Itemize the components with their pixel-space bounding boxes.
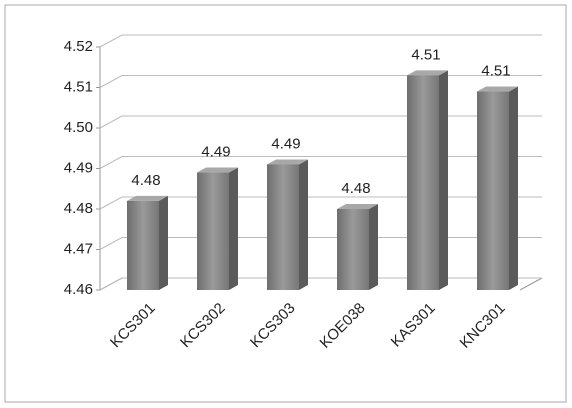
bar-top <box>267 159 308 165</box>
bar-top <box>127 195 168 201</box>
data-label: 4.48 <box>341 180 370 197</box>
grid-line <box>99 156 542 169</box>
bar-side <box>229 167 238 290</box>
y-tick-label: 4.51 <box>64 78 93 95</box>
bar <box>477 91 509 290</box>
bar-top <box>407 70 448 76</box>
y-tick-label: 4.50 <box>64 119 93 136</box>
bar <box>197 172 229 290</box>
data-label: 4.51 <box>481 63 510 80</box>
y-tick-label: 4.49 <box>64 159 93 176</box>
y-tick-label: 4.47 <box>64 240 93 257</box>
bar <box>337 209 369 290</box>
bar-side <box>299 159 308 290</box>
y-tick-label: 4.46 <box>64 281 93 298</box>
y-tick-label: 4.48 <box>64 200 93 217</box>
data-label: 4.48 <box>131 172 160 189</box>
bar <box>407 75 439 290</box>
bar <box>127 200 159 290</box>
bar-top <box>197 167 238 173</box>
data-label: 4.51 <box>411 46 440 63</box>
grid-line <box>99 277 542 291</box>
bar-side <box>369 204 378 290</box>
grid-line <box>99 75 542 88</box>
grid-line <box>99 196 542 210</box>
bar-side <box>509 86 518 290</box>
bar-side <box>439 70 448 290</box>
bar <box>267 164 299 290</box>
grid-line <box>99 34 542 48</box>
data-label: 4.49 <box>201 144 230 161</box>
grid-line <box>99 237 542 250</box>
bar-top <box>337 204 378 209</box>
y-tick-label: 4.52 <box>64 38 93 55</box>
grid-line <box>99 115 542 129</box>
bar-top <box>477 86 518 92</box>
bar-side <box>159 195 168 290</box>
data-label: 4.49 <box>271 135 300 152</box>
